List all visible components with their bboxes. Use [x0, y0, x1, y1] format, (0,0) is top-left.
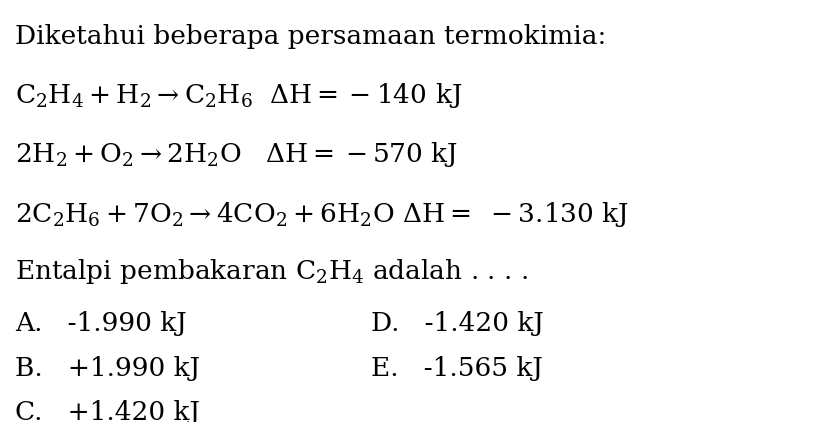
Text: E.   -1.565 kJ: E. -1.565 kJ [371, 356, 543, 381]
Text: A.   -1.990 kJ: A. -1.990 kJ [15, 311, 186, 336]
Text: C.   +1.420 kJ: C. +1.420 kJ [15, 400, 200, 422]
Text: B.   +1.990 kJ: B. +1.990 kJ [15, 356, 200, 381]
Text: D.   -1.420 kJ: D. -1.420 kJ [371, 311, 544, 336]
Text: Diketahui beberapa persamaan termokimia:: Diketahui beberapa persamaan termokimia: [15, 24, 606, 49]
Text: $\mathregular{2C_2H_6 + 7O_2 \rightarrow 4CO_2 + 6H_2O\ \Delta H =\ -3.130\ kJ}$: $\mathregular{2C_2H_6 + 7O_2 \rightarrow… [15, 200, 629, 229]
Text: $\mathregular{2H_2 + O_2 \rightarrow 2H_2O}$   $\mathregular{\Delta H = -570\ kJ: $\mathregular{2H_2 + O_2 \rightarrow 2H_… [15, 141, 458, 170]
Text: Entalpi pembakaran $\mathregular{C_2H_4}$ adalah . . . .: Entalpi pembakaran $\mathregular{C_2H_4}… [15, 257, 528, 286]
Text: $\mathregular{C_2H_4 + H_2 \rightarrow C_2H_6}$  $\mathregular{\Delta H = -140\ : $\mathregular{C_2H_4 + H_2 \rightarrow C… [15, 81, 462, 111]
